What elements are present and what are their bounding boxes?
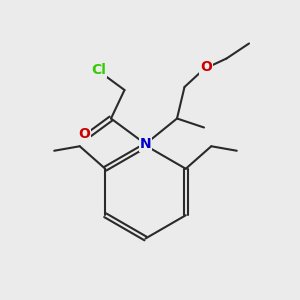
Text: O: O [78,127,90,140]
Text: Cl: Cl [91,63,106,77]
Text: N: N [140,137,151,151]
Text: O: O [200,60,212,74]
